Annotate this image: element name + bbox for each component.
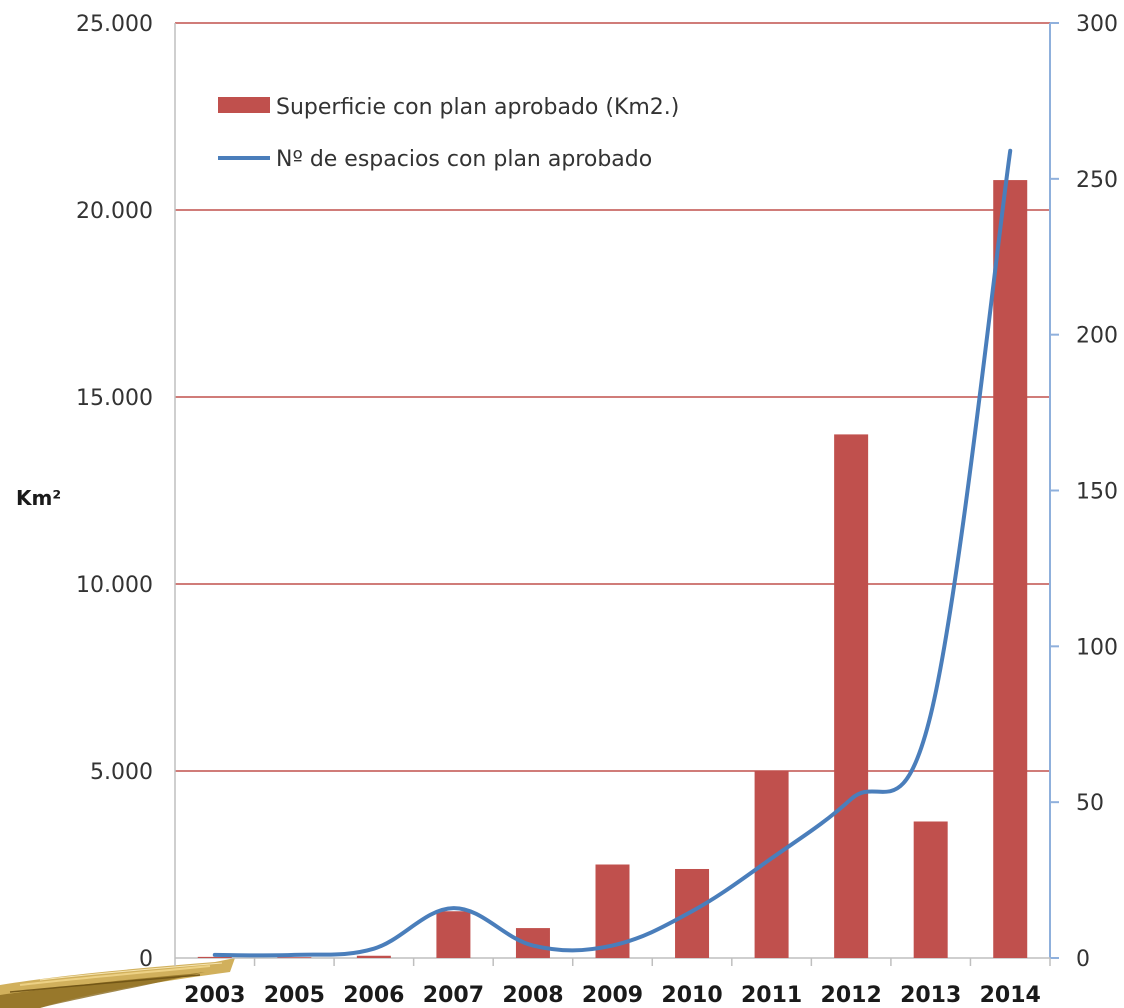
- x-tick-label: 2012: [821, 983, 882, 1008]
- right-tick-label: 250: [1076, 168, 1118, 193]
- right-tick-label: 150: [1076, 480, 1118, 505]
- right-tick-label: 300: [1076, 12, 1118, 37]
- y-axis-label: Km²: [16, 486, 61, 510]
- x-tick-label: 2011: [741, 983, 802, 1008]
- gridlines: [175, 22, 1050, 772]
- right-tick-label: 0: [1076, 947, 1090, 972]
- bar: [913, 821, 948, 958]
- x-tick-label: 2006: [343, 983, 404, 1008]
- bar-series: [197, 180, 1028, 958]
- left-tick-label: 20.000: [76, 199, 153, 224]
- series-line: [212, 148, 1013, 958]
- x-tick-label: 2014: [980, 983, 1041, 1008]
- legend: Superficie con plan aprobado (Km2.) Nº d…: [218, 95, 679, 172]
- left-tick-label: 0: [139, 947, 153, 972]
- left-tick-label: 5.000: [90, 760, 153, 785]
- x-tick-label: 2007: [423, 983, 484, 1008]
- bar: [197, 956, 232, 958]
- legend-label-bar: Superficie con plan aprobado (Km2.): [276, 95, 679, 120]
- left-tick-label: 15.000: [76, 386, 153, 411]
- bar: [436, 911, 471, 958]
- x-tick-label: 2005: [264, 983, 325, 1008]
- bar: [834, 434, 869, 958]
- left-axis-ticks: 0 5.000 10.000 15.000 20.000 25.000: [76, 12, 153, 972]
- x-tick-label: 2013: [900, 983, 961, 1008]
- x-tick-label: 2010: [661, 983, 722, 1008]
- bar: [356, 955, 391, 958]
- left-tick-label: 10.000: [76, 573, 153, 598]
- x-axis-ticks: 2003 2005 2006 2007 2008 2009 2010 2011 2012 2013…: [174, 958, 1051, 1008]
- bar: [277, 957, 312, 958]
- legend-label-line: Nº de espacios con plan aprobado: [276, 147, 652, 172]
- x-tick-label: 2009: [582, 983, 643, 1008]
- right-tick-label: 200: [1076, 324, 1118, 349]
- right-axis-ticks: 0 50 100 150 200 250 300: [1050, 12, 1118, 972]
- left-tick-label: 25.000: [76, 12, 153, 37]
- bar: [993, 180, 1028, 958]
- decorative-brush: [0, 958, 235, 1008]
- legend-swatch-bar: [218, 97, 270, 113]
- x-tick-label: 2008: [502, 983, 563, 1008]
- right-tick-label: 50: [1076, 791, 1104, 816]
- x-tick-label: 2003: [184, 983, 245, 1008]
- right-tick-label: 100: [1076, 635, 1118, 660]
- line-series: [212, 148, 1013, 958]
